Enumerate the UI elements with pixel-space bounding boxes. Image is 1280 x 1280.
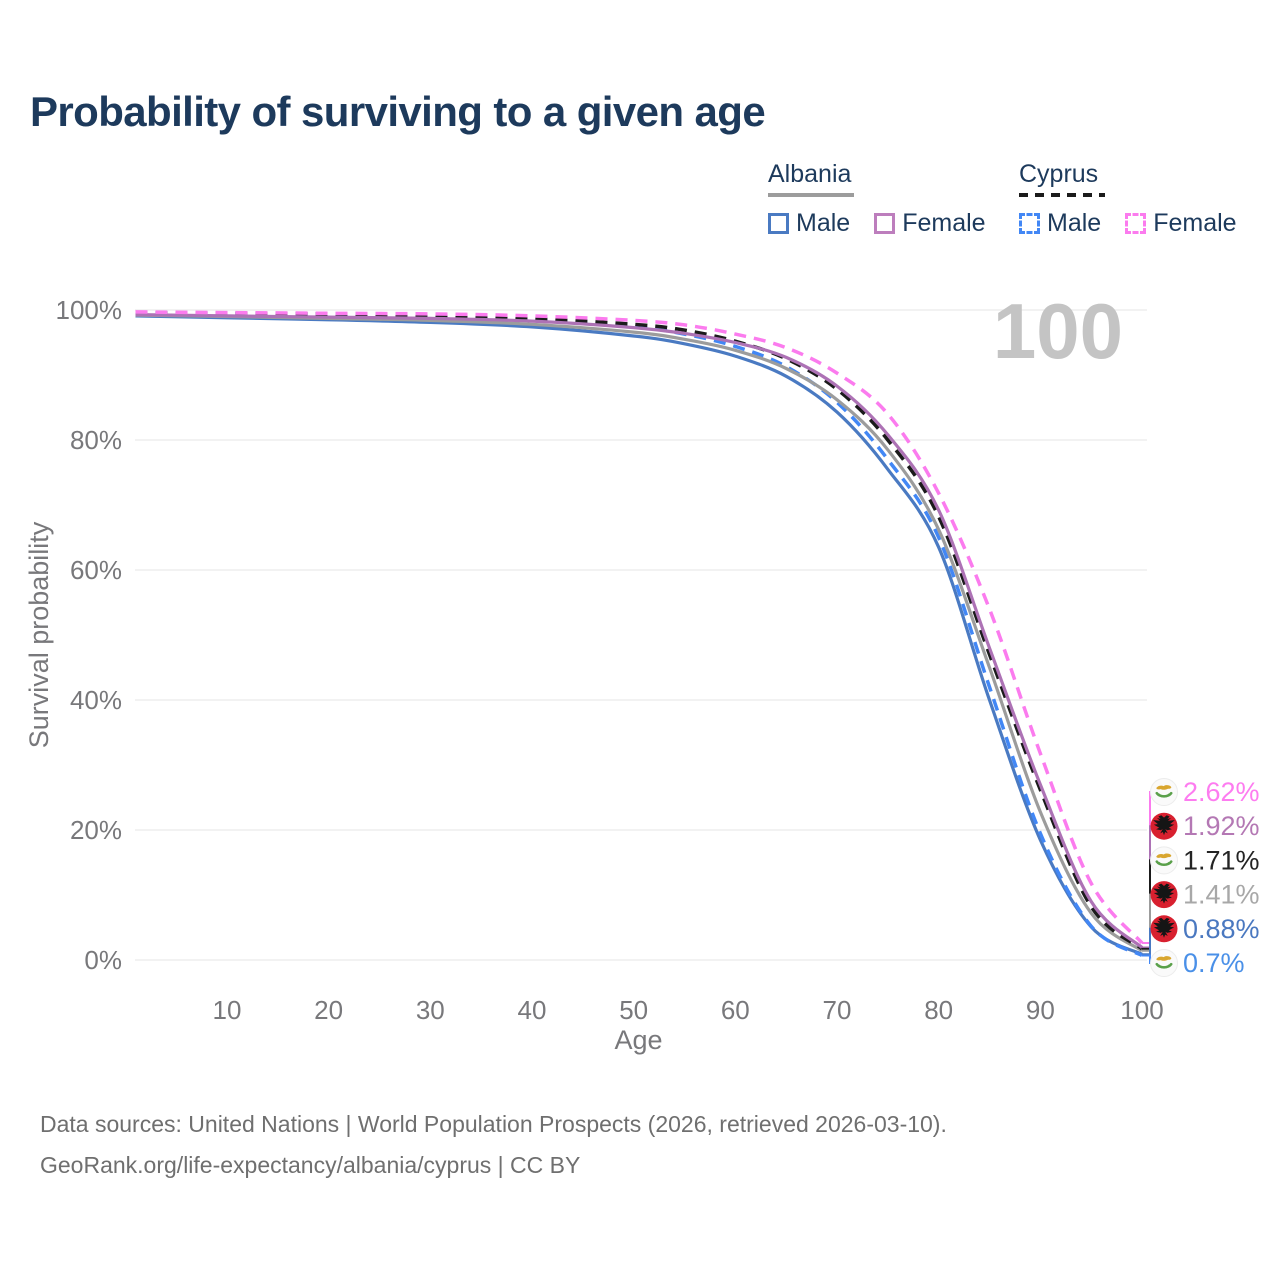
legend-item-albania-female[interactable]: Female xyxy=(874,209,986,238)
x-tick-label: 10 xyxy=(213,995,242,1025)
y-axis-title: Survival probability xyxy=(24,521,54,748)
x-tick-label: 50 xyxy=(619,995,648,1025)
page-title: Probability of surviving to a given age xyxy=(30,88,766,135)
legend-country-albania: Albania xyxy=(768,160,852,188)
albania-flag-icon xyxy=(1150,915,1178,943)
legend-country-cyprus: Cyprus xyxy=(1019,160,1099,188)
end-value-albania-male: 0.88% xyxy=(1183,914,1260,944)
y-tick-label: 100% xyxy=(56,295,123,325)
series-albania-female[interactable] xyxy=(135,313,1144,949)
series-cyprus-total[interactable] xyxy=(135,310,1144,951)
legend-swatch-cyprus-male[interactable] xyxy=(1019,213,1040,234)
legend-label-albania-female[interactable]: Female xyxy=(902,209,986,237)
legend-label-albania-male[interactable]: Male xyxy=(796,209,851,237)
cyprus-flag-icon xyxy=(1150,846,1178,875)
series-albania-male[interactable] xyxy=(135,314,1143,956)
y-tick-label: 20% xyxy=(70,815,122,845)
legend-swatch-cyprus-female[interactable] xyxy=(1125,213,1147,234)
series-cyprus-male[interactable] xyxy=(135,310,1143,958)
end-value-cyprus-male: 0.7% xyxy=(1183,948,1245,978)
end-value-cyprus-female: 2.62% xyxy=(1183,777,1260,807)
legend-item-cyprus-female[interactable]: Female xyxy=(1125,209,1237,238)
albania-flag-icon xyxy=(1150,812,1178,840)
x-tick-label: 100 xyxy=(1120,995,1163,1025)
x-axis-title: Age xyxy=(614,1025,662,1055)
end-value-albania-total: 1.41% xyxy=(1183,880,1260,910)
albania-flag-icon xyxy=(1150,881,1178,909)
end-value-albania-female: 1.92% xyxy=(1183,811,1260,841)
x-tick-label: 90 xyxy=(1026,995,1055,1025)
y-tick-label: 0% xyxy=(84,945,122,975)
series-cyprus-female[interactable] xyxy=(135,310,1144,945)
legend-swatch-albania-male[interactable] xyxy=(768,213,789,234)
cyprus-flag-icon xyxy=(1150,949,1178,977)
series-albania-total[interactable] xyxy=(135,313,1143,953)
legend-group-albania: Albania Male Female xyxy=(768,160,1010,238)
y-tick-label: 60% xyxy=(70,555,122,585)
chart-footer: Data sources: United Nations | World Pop… xyxy=(40,1104,947,1186)
footer-link-line: GeoRank.org/life-expectancy/albania/cypr… xyxy=(40,1152,581,1178)
legend-linestyle-albania xyxy=(768,193,854,197)
cyprus-flag-icon xyxy=(1150,778,1178,806)
y-tick-label: 80% xyxy=(70,425,122,455)
legend-item-albania-male[interactable]: Male xyxy=(768,209,850,238)
y-tick-label: 40% xyxy=(70,685,122,715)
legend-item-cyprus-male[interactable]: Male xyxy=(1019,209,1101,238)
footer-sources-line: Data sources: United Nations | World Pop… xyxy=(40,1111,947,1137)
x-tick-label: 30 xyxy=(416,995,445,1025)
end-value-cyprus-total: 1.71% xyxy=(1183,845,1260,875)
x-tick-label: 80 xyxy=(924,995,953,1025)
hover-age-indicator: 100 xyxy=(993,287,1123,375)
x-tick-label: 20 xyxy=(314,995,343,1025)
legend-swatch-albania-female[interactable] xyxy=(874,213,896,234)
legend-group-cyprus: Cyprus Male Female xyxy=(1019,160,1261,238)
x-tick-label: 60 xyxy=(721,995,750,1025)
x-tick-label: 40 xyxy=(518,995,547,1025)
legend-label-cyprus-female[interactable]: Female xyxy=(1153,209,1237,237)
x-tick-label: 70 xyxy=(823,995,852,1025)
legend-label-cyprus-male[interactable]: Male xyxy=(1047,209,1102,237)
legend-linestyle-cyprus xyxy=(1019,193,1105,197)
